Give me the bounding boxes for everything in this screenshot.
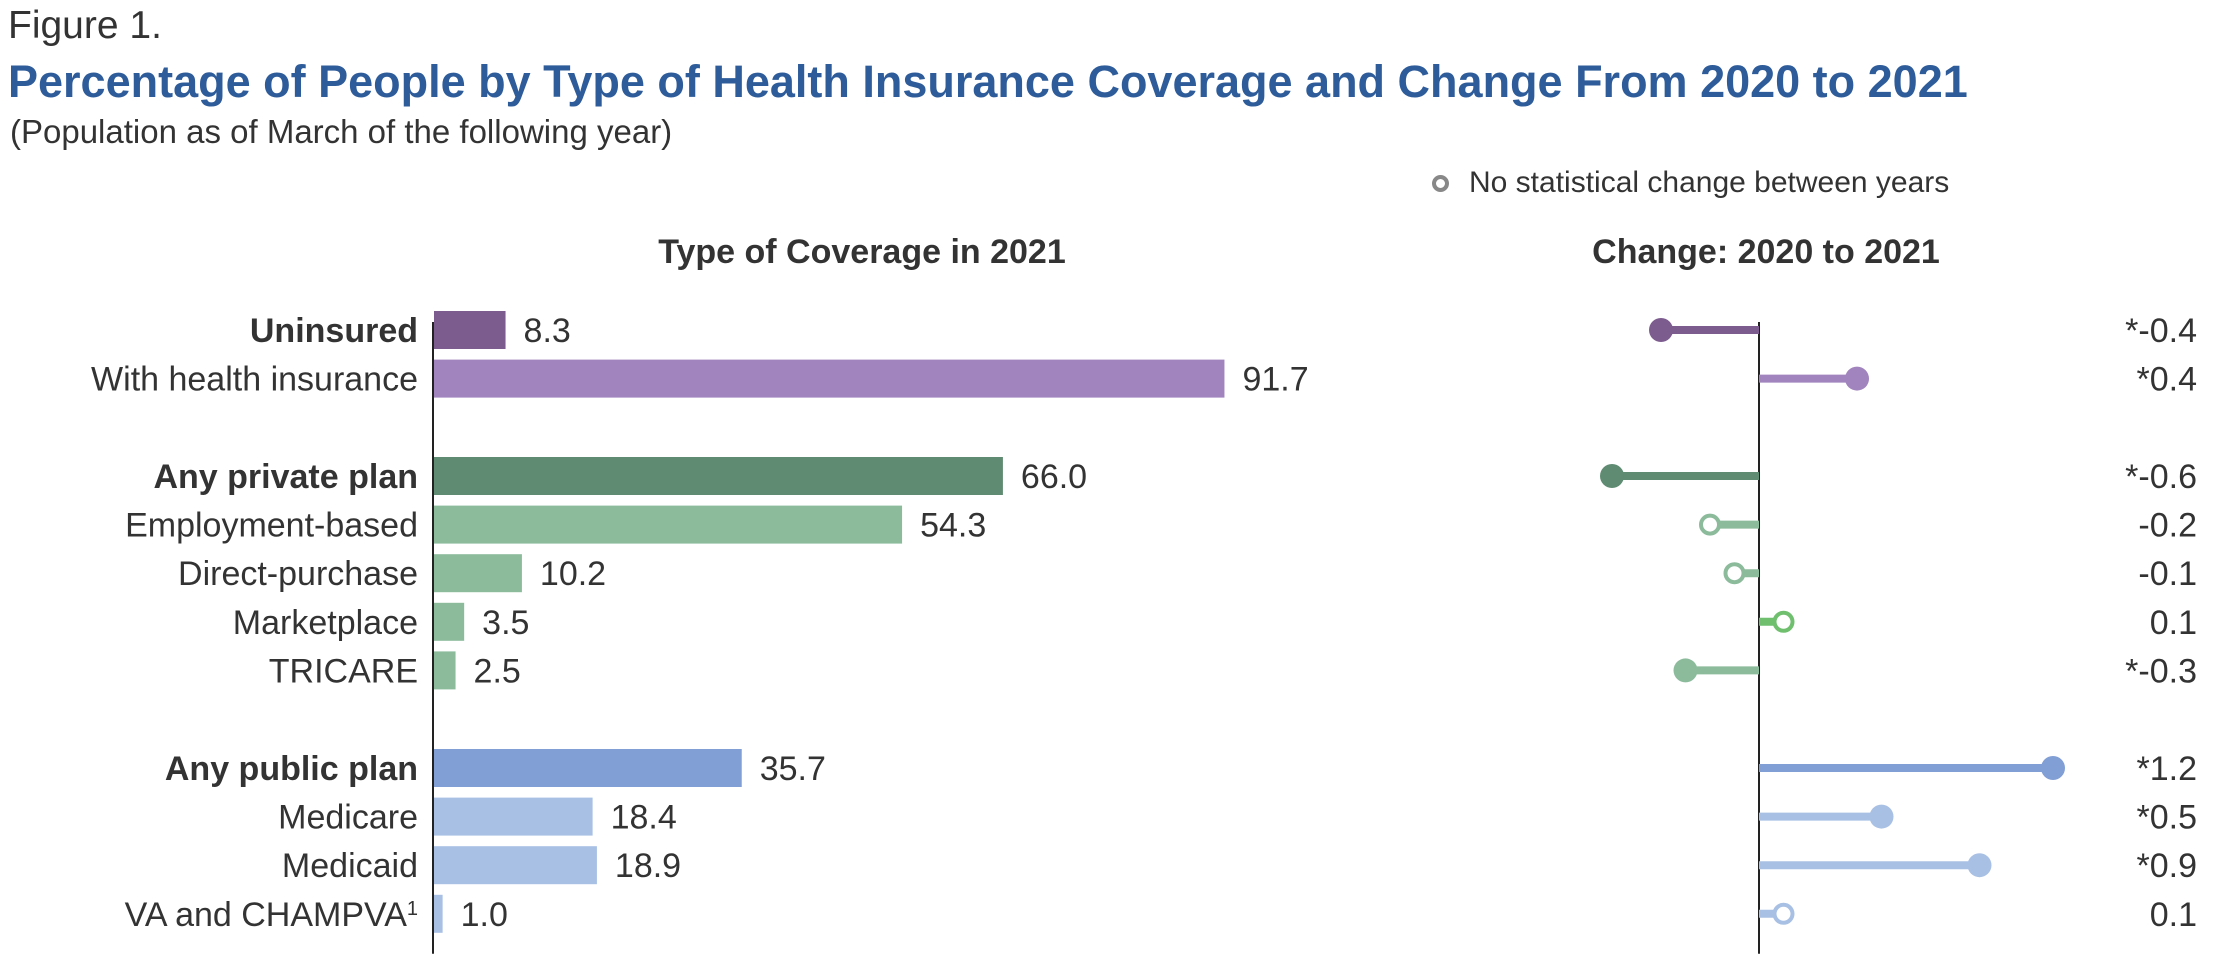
category-label-any-private-plan: Any private plan: [153, 458, 418, 496]
change-marker-any-public-plan: [2041, 756, 2065, 780]
panel-title-coverage: Type of Coverage in 2021: [658, 233, 1066, 271]
category-label-medicaid: Medicaid: [282, 847, 418, 885]
change-label-medicaid: *0.9: [2137, 847, 2198, 885]
bar-uninsured: [434, 311, 506, 349]
category-label-marketplace: Marketplace: [233, 604, 418, 642]
bar-any-public-plan: [434, 749, 742, 787]
chart-title: Percentage of People by Type of Health I…: [8, 56, 1968, 107]
open-circle-icon: [1432, 174, 1449, 192]
change-marker-open-va-and-champva: [1772, 902, 1795, 925]
chart-subtitle: (Population as of March of the following…: [10, 113, 673, 150]
value-label-medicaid: 18.9: [615, 847, 681, 885]
bar-tricare: [434, 651, 456, 690]
value-label-with-health-insurance: 91.7: [1242, 361, 1308, 399]
category-label-any-public-plan: Any public plan: [165, 750, 418, 788]
change-label-va-and-champva: 0.1: [2150, 896, 2197, 934]
legend-label: No statistical change between years: [1469, 166, 1950, 199]
change-label-marketplace: 0.1: [2150, 604, 2197, 642]
value-label-tricare: 2.5: [474, 652, 521, 690]
value-label-any-private-plan: 66.0: [1021, 458, 1087, 496]
bar-with-health-insurance: [434, 359, 1225, 398]
bar-direct-purchase: [434, 554, 522, 593]
change-label-tricare: *-0.3: [2125, 652, 2197, 690]
change-label-medicare: *0.5: [2137, 799, 2198, 837]
value-label-uninsured: 8.3: [524, 312, 571, 350]
value-label-employment-based: 54.3: [920, 507, 986, 545]
change-label-any-public-plan: *1.2: [2137, 750, 2198, 788]
value-label-medicare: 18.4: [611, 799, 677, 837]
change-marker-open-direct-purchase: [1723, 562, 1746, 585]
bar-va-and-champva: [434, 894, 443, 933]
change-marker-uninsured: [1649, 318, 1673, 342]
bar-marketplace: [434, 602, 465, 641]
change-marker-with-health-insurance: [1845, 366, 1869, 391]
change-label-uninsured: *-0.4: [2125, 312, 2197, 350]
category-label-tricare: TRICARE: [269, 652, 418, 690]
bar-medicaid: [434, 846, 597, 885]
value-label-any-public-plan: 35.7: [760, 750, 826, 788]
change-marker-open-marketplace: [1772, 610, 1795, 633]
category-label-with-health-insurance: With health insurance: [91, 361, 418, 399]
value-label-va-and-champva: 1.0: [461, 896, 508, 934]
change-marker-medicaid: [1967, 853, 1992, 878]
legend: No statistical change between years: [1432, 166, 1949, 200]
value-label-marketplace: 3.5: [482, 604, 529, 642]
change-label-with-health-insurance: *0.4: [2137, 361, 2198, 399]
change-label-employment-based: -0.2: [2138, 507, 2197, 545]
change-label-any-private-plan: *-0.6: [2125, 458, 2197, 496]
bar-any-private-plan: [434, 457, 1003, 495]
change-label-direct-purchase: -0.1: [2138, 555, 2197, 593]
category-label-direct-purchase: Direct-purchase: [178, 555, 418, 593]
category-label-uninsured: Uninsured: [250, 312, 418, 350]
category-label-medicare: Medicare: [278, 799, 418, 837]
change-marker-any-private-plan: [1600, 464, 1624, 488]
value-label-direct-purchase: 10.2: [540, 555, 606, 593]
change-marker-open-employment-based: [1699, 513, 1721, 536]
change-marker-medicare: [1869, 804, 1894, 829]
bar-employment-based: [434, 505, 903, 544]
figure-label: Figure 1.: [8, 4, 162, 47]
category-label-employment-based: Employment-based: [125, 507, 418, 545]
category-label-va-and-champva: VA and CHAMPVA1: [125, 896, 418, 934]
panel-title-change: Change: 2020 to 2021: [1592, 233, 1940, 271]
change-marker-tricare: [1673, 658, 1698, 683]
bar-medicare: [434, 797, 593, 836]
